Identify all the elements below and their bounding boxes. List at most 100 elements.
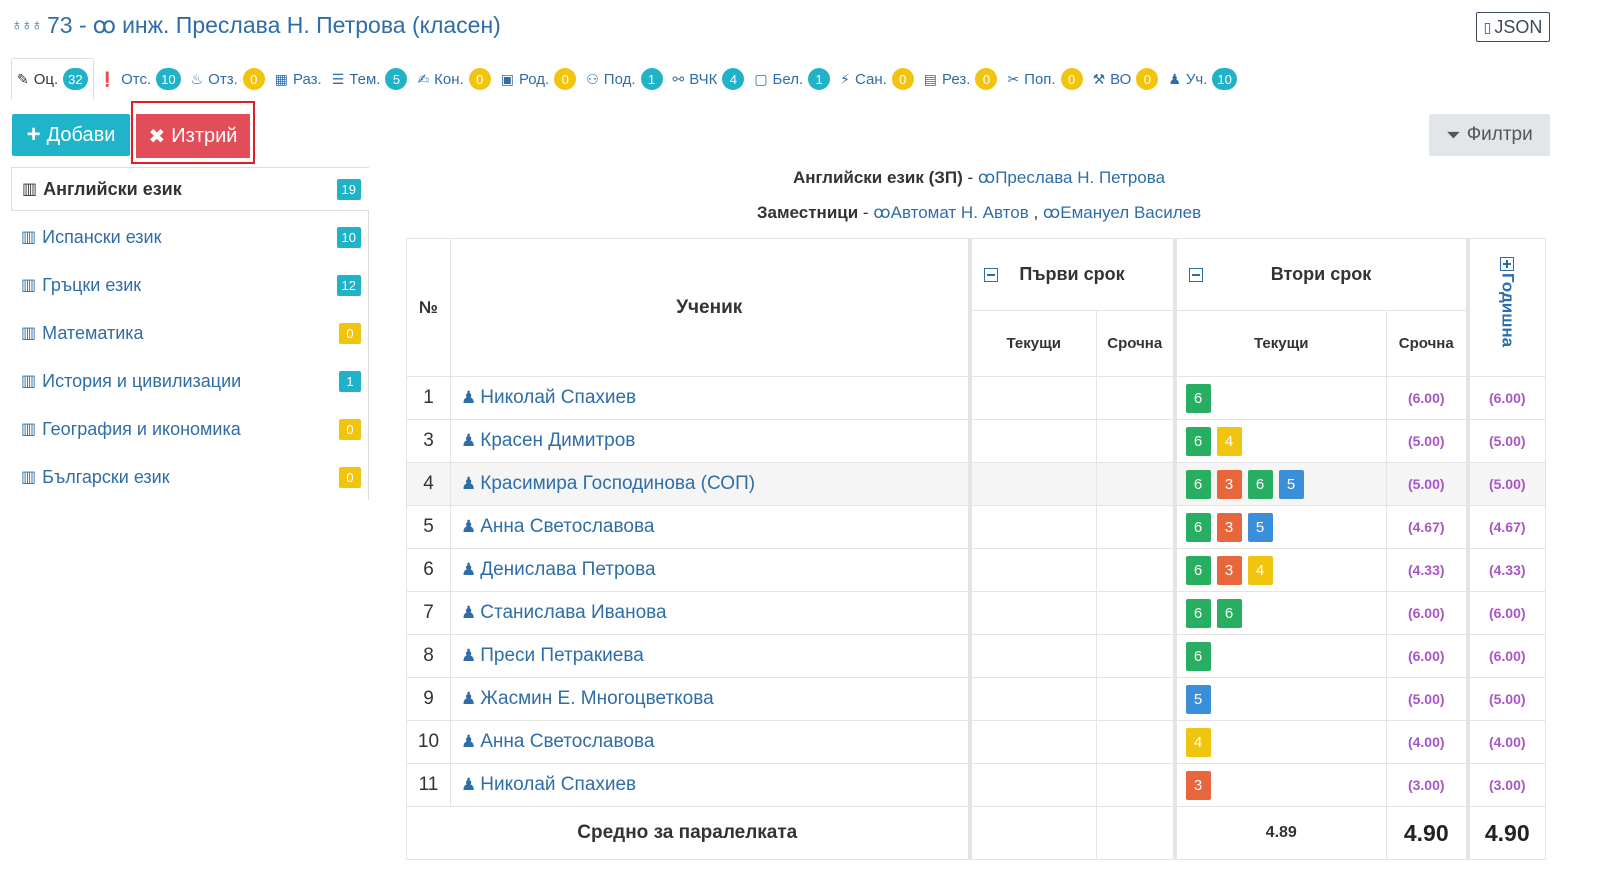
term1-current-cell[interactable] — [967, 505, 1097, 549]
term1-grade-cell[interactable] — [1096, 634, 1175, 678]
annual-grade-cell[interactable]: (4.00) — [1465, 720, 1546, 764]
expand-annual-icon[interactable] — [1500, 256, 1515, 271]
tab-2[interactable]: ♨ Отз. 0 — [186, 59, 270, 99]
grade-badge[interactable]: 6 — [1185, 469, 1211, 499]
tab-5[interactable]: ✍ Кон. 0 — [412, 59, 495, 99]
student-name-link[interactable]: Красен Димитров — [480, 430, 636, 451]
term1-grade-cell[interactable] — [1096, 677, 1175, 721]
grade-badge[interactable]: 6 — [1185, 383, 1211, 413]
subject-item[interactable]: ▥ Испански език 10 — [11, 215, 369, 259]
subject-item[interactable]: ▥ Английски език 19 — [11, 167, 369, 211]
grade-badge[interactable]: 6 — [1247, 469, 1273, 499]
term1-current-cell[interactable] — [967, 462, 1097, 506]
tab-10[interactable]: ⚡ Сан. 0 — [835, 59, 919, 99]
collapse-term2-icon[interactable] — [1188, 268, 1203, 282]
term1-current-cell[interactable] — [967, 763, 1097, 807]
grade-badge[interactable]: 5 — [1185, 684, 1211, 714]
annual-grade-cell[interactable]: (4.33) — [1465, 548, 1546, 592]
term2-grade-cell[interactable]: (5.00) — [1386, 419, 1468, 463]
tab-9[interactable]: ▢ Бел. 1 — [749, 59, 835, 99]
term2-current-cell[interactable]: 6 — [1172, 376, 1387, 420]
deputy-link-2[interactable]: Емануел Василев — [1060, 203, 1202, 222]
tab-1[interactable]: ❗ Отс. 10 — [94, 59, 186, 99]
term1-grade-cell[interactable] — [1096, 419, 1175, 463]
add-button[interactable]: + Добави — [12, 114, 130, 156]
grade-badge[interactable]: 6 — [1185, 598, 1211, 628]
tab-3[interactable]: ▦ Раз. — [270, 59, 327, 99]
deputy-link-1[interactable]: Автомат Н. Автов — [890, 203, 1029, 222]
subject-item[interactable]: ▥ Математика 0 — [11, 311, 369, 355]
teacher-link[interactable]: инж. Преслава Н. Петрова (класен) — [122, 12, 501, 38]
subject-item[interactable]: ▥ География и икономика 0 — [11, 407, 369, 451]
subject-item[interactable]: ▥ Гръцки език 12 — [11, 263, 369, 307]
student-name-link[interactable]: Николай Спахиев — [480, 387, 637, 408]
term1-current-cell[interactable] — [967, 419, 1097, 463]
tab-8[interactable]: ⚯ ВЧК 4 — [668, 59, 750, 99]
annual-grade-cell[interactable]: (5.00) — [1465, 419, 1546, 463]
term2-current-cell[interactable]: 5 — [1172, 677, 1387, 721]
annual-grade-cell[interactable]: (6.00) — [1465, 376, 1546, 420]
term2-grade-cell[interactable]: (4.67) — [1386, 505, 1468, 549]
grade-badge[interactable]: 6 — [1216, 598, 1242, 628]
term1-grade-cell[interactable] — [1096, 505, 1175, 549]
term1-grade-cell[interactable] — [1096, 591, 1175, 635]
tab-14[interactable]: ♟ Уч. 10 — [1163, 59, 1242, 99]
annual-grade-cell[interactable]: (5.00) — [1465, 677, 1546, 721]
grade-badge[interactable]: 6 — [1185, 555, 1211, 585]
term1-current-cell[interactable] — [967, 376, 1097, 420]
annual-grade-cell[interactable]: (6.00) — [1465, 591, 1546, 635]
term1-current-cell[interactable] — [967, 677, 1097, 721]
student-name-link[interactable]: Анна Светославова — [480, 731, 655, 752]
annual-grade-cell[interactable]: (3.00) — [1465, 763, 1546, 807]
term2-current-cell[interactable]: 3 — [1172, 763, 1387, 807]
subject-item[interactable]: ▥ Български език 0 — [11, 455, 369, 499]
term1-current-cell[interactable] — [967, 591, 1097, 635]
grade-badge[interactable]: 3 — [1185, 770, 1211, 800]
term1-grade-cell[interactable] — [1096, 720, 1175, 764]
term2-grade-cell[interactable]: (6.00) — [1386, 591, 1468, 635]
term2-grade-cell[interactable]: (5.00) — [1386, 462, 1468, 506]
student-name-link[interactable]: Анна Светославова — [480, 516, 655, 537]
annual-grade-cell[interactable]: (6.00) — [1465, 634, 1546, 678]
filter-button[interactable]: ⏷ Филтри — [1429, 114, 1550, 156]
term2-grade-cell[interactable]: (6.00) — [1386, 376, 1468, 420]
term1-current-cell[interactable] — [967, 720, 1097, 764]
grade-badge[interactable]: 6 — [1185, 641, 1211, 671]
grade-badge[interactable]: 5 — [1278, 469, 1304, 499]
term1-grade-cell[interactable] — [1096, 763, 1175, 807]
grade-badge[interactable]: 4 — [1216, 426, 1242, 456]
term2-grade-cell[interactable]: (4.00) — [1386, 720, 1468, 764]
tab-13[interactable]: ⚒ ВО 0 — [1088, 59, 1164, 99]
tab-0[interactable]: ✎ Оц. 32 — [11, 58, 94, 100]
json-button[interactable]: ▯ JSON — [1476, 12, 1550, 42]
grade-badge[interactable]: 6 — [1185, 426, 1211, 456]
term2-grade-cell[interactable]: (5.00) — [1386, 677, 1468, 721]
student-name-link[interactable]: Жасмин Е. Многоцветкова — [480, 688, 714, 709]
grade-badge[interactable]: 4 — [1247, 555, 1273, 585]
tab-11[interactable]: ▤ Рез. 0 — [919, 59, 1003, 99]
term1-grade-cell[interactable] — [1096, 376, 1175, 420]
student-name-link[interactable]: Станислава Иванова — [480, 602, 667, 623]
term2-current-cell[interactable]: 6 — [1172, 634, 1387, 678]
tab-6[interactable]: ▣ Род. 0 — [496, 59, 582, 99]
term1-current-cell[interactable] — [967, 634, 1097, 678]
term1-grade-cell[interactable] — [1096, 462, 1175, 506]
grade-badge[interactable]: 4 — [1185, 727, 1211, 757]
grade-badge[interactable]: 3 — [1216, 512, 1242, 542]
course-teacher-link[interactable]: Преслава Н. Петрова — [995, 168, 1166, 187]
grade-badge[interactable]: 3 — [1216, 555, 1242, 585]
student-name-link[interactable]: Преси Петракиева — [480, 645, 644, 666]
term1-current-cell[interactable] — [967, 548, 1097, 592]
delete-button[interactable]: ✖ Изтрий — [136, 114, 250, 158]
student-name-link[interactable]: Николай Спахиев — [480, 774, 637, 795]
grade-badge[interactable]: 6 — [1185, 512, 1211, 542]
student-name-link[interactable]: Денислава Петрова — [480, 559, 656, 580]
grade-badge[interactable]: 3 — [1216, 469, 1242, 499]
collapse-term1-icon[interactable] — [983, 268, 998, 282]
subject-item[interactable]: ▥ История и цивилизации 1 — [11, 359, 369, 403]
